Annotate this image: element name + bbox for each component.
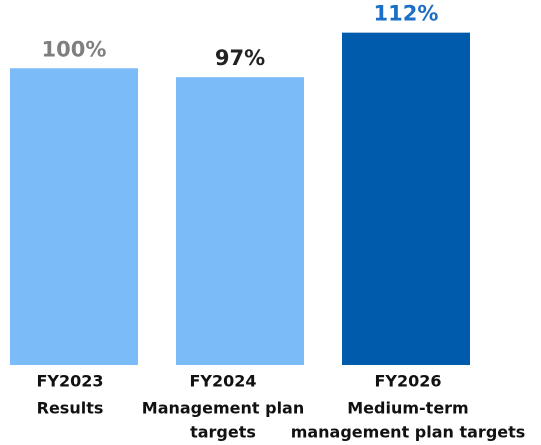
x-tick-label: FY2024: [189, 372, 256, 391]
bar: [10, 68, 138, 366]
x-tick-label: Results: [37, 399, 104, 418]
bar: [176, 77, 304, 365]
x-tick-label: targets: [190, 423, 256, 442]
value-label: 97%: [215, 46, 265, 70]
value-label: 112%: [374, 2, 439, 26]
x-tick-label: Management plan: [142, 399, 304, 418]
bar: [342, 32, 470, 366]
x-tick-label: management plan targets: [291, 423, 526, 442]
x-tick-label: FY2023: [36, 372, 103, 391]
value-label: 100%: [42, 37, 107, 61]
x-tick-label: FY2026: [374, 372, 441, 391]
x-tick-label: Medium-term: [347, 399, 468, 418]
